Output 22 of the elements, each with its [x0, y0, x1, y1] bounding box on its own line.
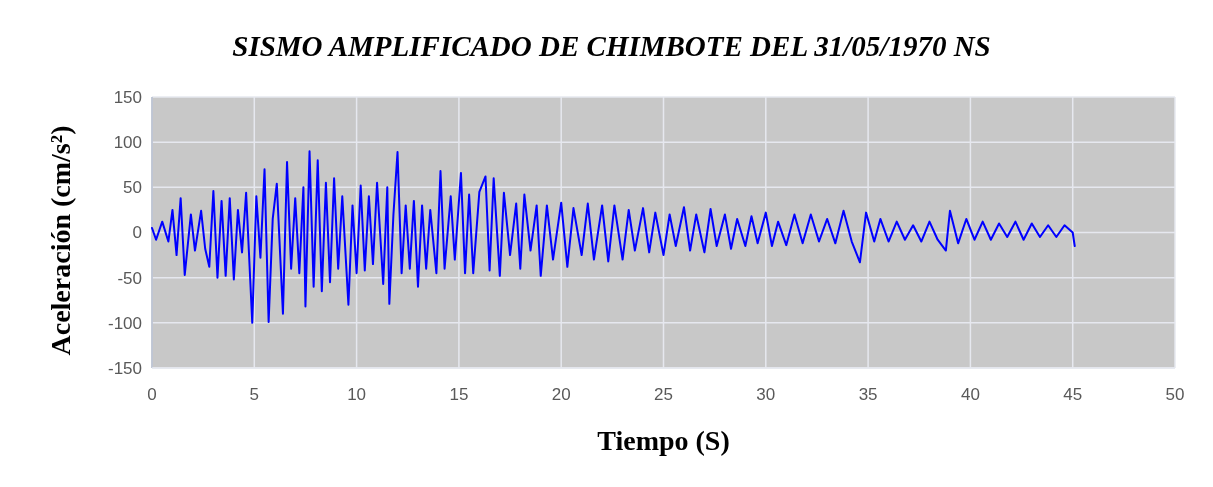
x-axis-title: Tiempo (S): [597, 425, 730, 456]
y-tick-label: -100: [107, 313, 142, 333]
line-series: [151, 150, 1076, 324]
x-tick-label: 5: [249, 385, 260, 404]
y-tick-label: 50: [123, 178, 142, 198]
chart-title: SISMO AMPLIFICADO DE CHIMBOTE DEL 31/05/1970 NS: [232, 30, 991, 62]
x-tick-label: 15: [449, 385, 469, 404]
y-tick-label: 100: [113, 133, 142, 153]
x-tick-label: 50: [1165, 385, 1185, 404]
x-tick-label: 35: [858, 385, 878, 404]
x-tick-label: 40: [960, 385, 980, 404]
y-axis-title: Aceleración (cm/s²): [45, 125, 76, 356]
y-tick-label: 150: [113, 87, 142, 107]
x-tick-label: 45: [1063, 385, 1083, 404]
y-tick-label: -150: [107, 358, 142, 378]
x-tick-label: 25: [654, 385, 673, 404]
x-tick-label: 30: [756, 385, 776, 404]
y-tick-label: 0: [132, 223, 142, 243]
y-tick-label: -50: [117, 268, 142, 288]
x-tick-label: 10: [347, 385, 367, 404]
x-tick-label: 0: [147, 385, 157, 404]
x-tick-label: 20: [551, 385, 571, 404]
